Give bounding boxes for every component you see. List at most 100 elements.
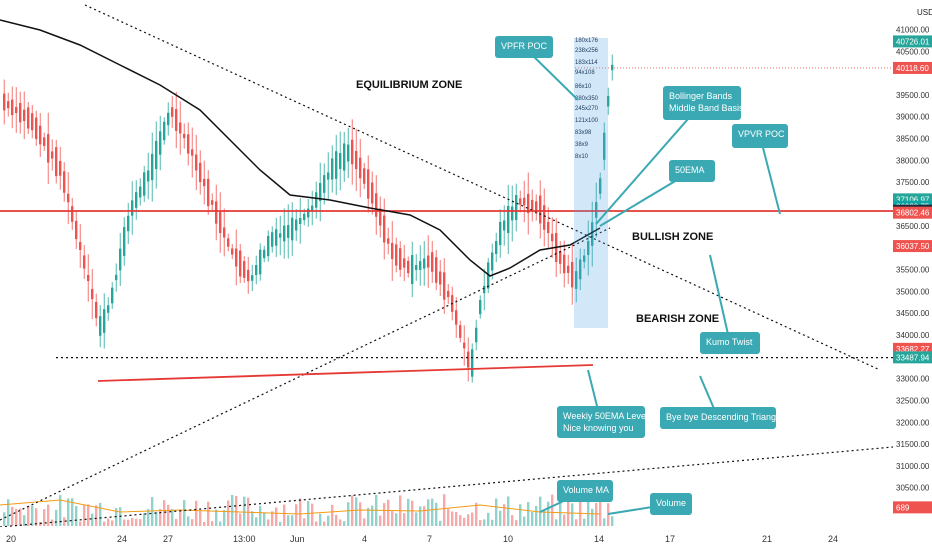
candle-body <box>483 285 486 294</box>
callout-text: Volume <box>656 498 686 508</box>
candle-body <box>579 259 582 280</box>
descending-triangle-callout: Bye bye Descending Triangle <box>660 375 783 429</box>
volume-bar <box>519 504 522 526</box>
volume-bar <box>131 517 134 526</box>
volume-bar <box>599 501 602 526</box>
volume-bar <box>123 519 126 526</box>
volume-bar <box>411 500 414 526</box>
price-tick-label: 37500.00 <box>896 178 930 187</box>
weekly-50ema-line <box>97 364 594 382</box>
volume-bar <box>475 502 478 526</box>
candle-body <box>499 221 502 246</box>
candle-body <box>247 269 250 282</box>
volume-bar <box>327 515 330 526</box>
time-tick-label: 4 <box>362 534 367 544</box>
price-tick-label: 31500.00 <box>896 440 930 449</box>
volume-bar <box>99 502 102 526</box>
volume-bar <box>427 499 430 526</box>
price-tick-label: 33000.00 <box>896 375 930 384</box>
volume-bar <box>71 498 74 526</box>
price-badge-label: 36802.46 <box>896 209 930 218</box>
volume-bar <box>43 509 46 526</box>
candle-body <box>295 219 298 231</box>
price-badge <box>893 35 932 48</box>
candle-body <box>215 201 218 224</box>
vpfr-mini-label: 94x108 <box>575 70 595 76</box>
vpfr-mini-label: 238x256 <box>575 48 599 54</box>
volume-bar <box>139 519 142 526</box>
volume-bar <box>571 503 574 526</box>
price-tick-label: 41000.00 <box>896 25 930 34</box>
callout-box <box>732 124 788 148</box>
volume-bar <box>363 518 366 526</box>
candle-body <box>387 238 390 244</box>
candle-body <box>155 140 158 170</box>
candle-body <box>395 244 398 266</box>
candle-body <box>59 160 62 176</box>
volume-bar <box>343 521 346 526</box>
time-tick-label: 13:00 <box>233 534 256 544</box>
time-tick-label: 24 <box>117 534 127 544</box>
volume-bar <box>395 513 398 526</box>
volume-bar <box>227 500 230 526</box>
candle-body <box>379 208 382 226</box>
candle-body <box>323 175 326 193</box>
volume-bar <box>451 511 454 526</box>
volume-bar <box>7 499 10 526</box>
volume-bar <box>491 519 494 526</box>
annotations: EQUILIBRIUM ZONE BULLISH ZONE BEARISH ZONE… <box>356 36 788 515</box>
volume-bar <box>591 508 594 526</box>
volume-bar <box>527 502 530 526</box>
price-badge-label: 40118.60 <box>896 64 929 73</box>
volume-bar <box>15 509 18 526</box>
candle-body <box>419 261 422 270</box>
candle-body <box>307 208 310 218</box>
candle-body <box>583 255 586 262</box>
candle-body <box>335 151 338 179</box>
volume-bar <box>155 511 158 526</box>
volume-bar <box>135 518 138 526</box>
candle-body <box>147 170 150 182</box>
candle-body <box>471 349 474 377</box>
volume-bar <box>383 503 386 526</box>
candle-body <box>463 342 466 349</box>
volume-bar <box>603 518 606 526</box>
candle-body <box>607 96 610 107</box>
callout-box <box>495 36 553 58</box>
candle-body <box>131 200 134 216</box>
callout-text: Bye bye Descending Triangle <box>666 412 783 422</box>
volume-bar <box>547 501 550 526</box>
volume-bar <box>355 497 358 526</box>
price-tick-label: 34000.00 <box>896 331 930 340</box>
volume-bar <box>443 494 446 526</box>
volume-bar <box>211 521 214 526</box>
price-tick-label: 38500.00 <box>896 135 930 144</box>
candle-body <box>27 107 30 129</box>
volume-bar <box>103 521 106 526</box>
time-tick-label: 24 <box>828 534 838 544</box>
volume-bar <box>291 515 294 526</box>
vpfr-mini-label: 180x176 <box>575 38 599 44</box>
volume-bar <box>63 517 66 526</box>
ema50-line <box>0 19 601 277</box>
volume-bar <box>579 499 582 526</box>
candle-body <box>239 250 242 277</box>
callout-box <box>660 407 776 429</box>
candle-body <box>399 248 402 270</box>
volume-bar <box>423 506 426 526</box>
volume-bar <box>127 519 130 526</box>
vpfr-mini-profile <box>574 38 608 328</box>
price-tick-label: 35000.00 <box>896 287 930 296</box>
volume-bar <box>555 519 558 526</box>
volume-bar <box>583 518 586 526</box>
candle-body <box>51 151 54 159</box>
volume-bar <box>55 509 58 526</box>
candle-body <box>351 139 354 165</box>
volume-bar <box>31 505 34 526</box>
volume-bar <box>323 521 326 526</box>
candle-body <box>531 199 534 212</box>
volume-bar <box>239 513 242 526</box>
price-tick-label: 36500.00 <box>896 222 930 231</box>
